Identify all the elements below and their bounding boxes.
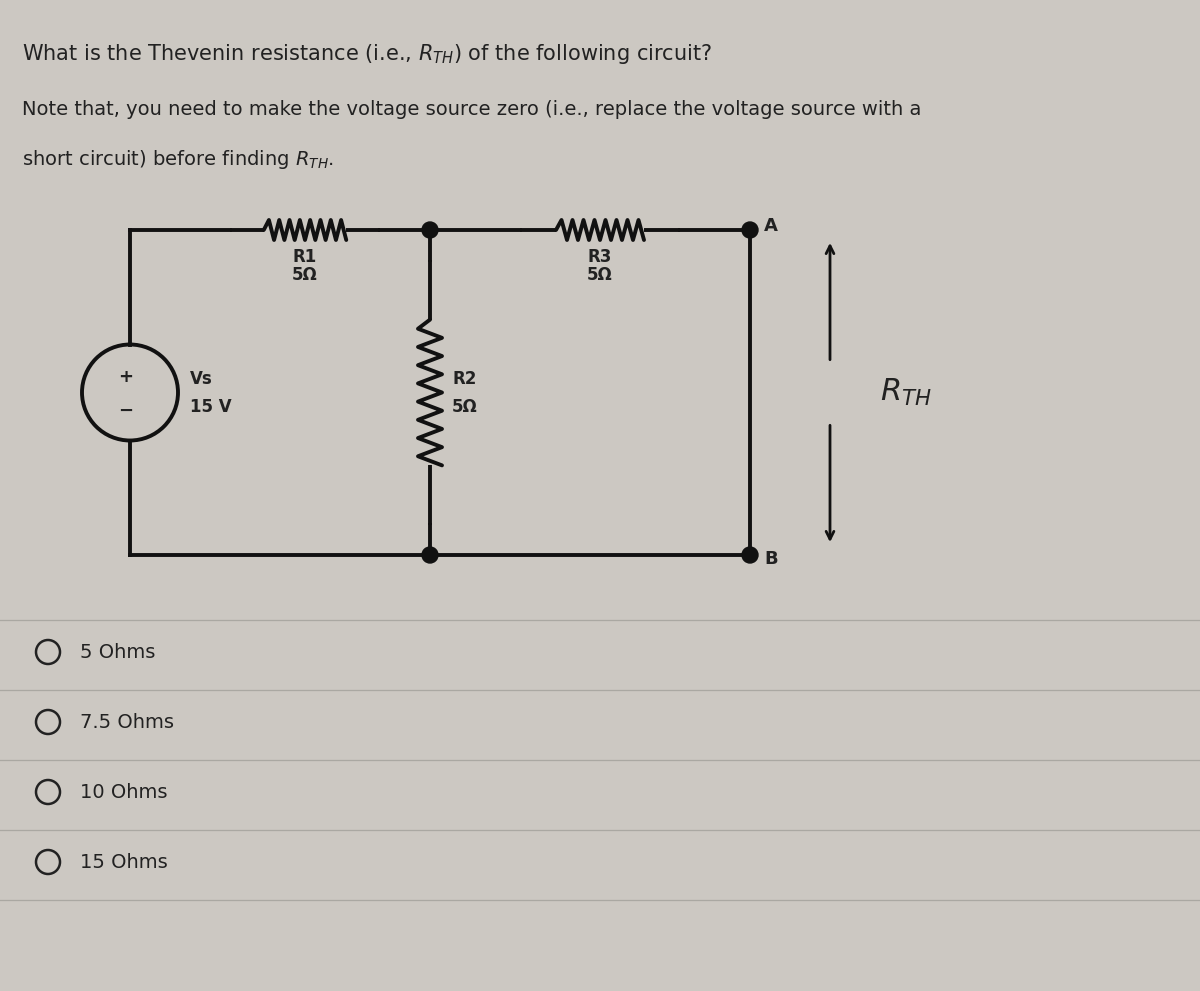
Text: What is the Thevenin resistance (i.e., $R_{TH}$) of the following circuit?: What is the Thevenin resistance (i.e., $… [22,42,712,66]
Text: 15 V: 15 V [190,397,232,415]
Text: 15 Ohms: 15 Ohms [80,852,168,871]
Text: +: + [119,368,133,385]
Text: 7.5 Ohms: 7.5 Ohms [80,713,174,731]
Circle shape [422,222,438,238]
Circle shape [742,547,758,563]
Text: −: − [119,401,133,419]
Text: 10 Ohms: 10 Ohms [80,783,168,802]
Text: $R_{TH}$: $R_{TH}$ [880,377,931,408]
Text: 5Ω: 5Ω [587,266,613,284]
Text: R1: R1 [293,248,317,266]
Circle shape [422,547,438,563]
Text: 5Ω: 5Ω [292,266,318,284]
Text: R2: R2 [452,370,476,387]
Text: 5 Ohms: 5 Ohms [80,642,155,662]
Text: R3: R3 [588,248,612,266]
Text: Vs: Vs [190,370,212,387]
Text: A: A [764,217,778,235]
Circle shape [742,222,758,238]
Text: short circuit) before finding $R_{TH}$.: short circuit) before finding $R_{TH}$. [22,148,334,171]
Text: B: B [764,550,778,568]
Text: Note that, you need to make the voltage source zero (i.e., replace the voltage s: Note that, you need to make the voltage … [22,100,922,119]
Text: 5Ω: 5Ω [452,397,478,415]
